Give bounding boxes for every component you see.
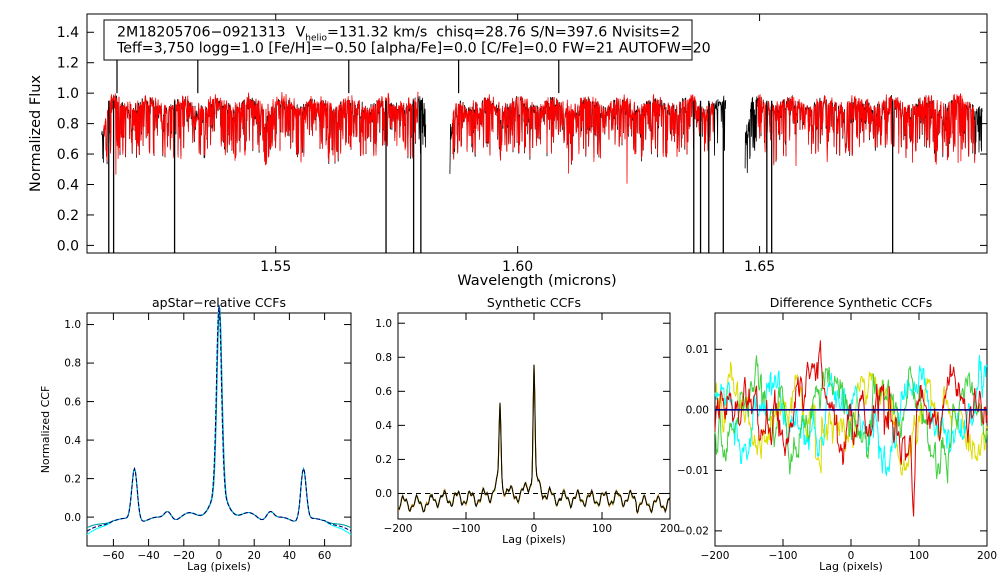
x-tick-label: 1.60 <box>502 259 533 275</box>
y-tick-label: 0.4 <box>375 420 392 432</box>
x-tick-label: −100 <box>452 523 481 535</box>
chart-title: apStar−relative CCFs <box>152 295 286 310</box>
plot-frame <box>397 312 671 520</box>
synthetic-ccf-line <box>397 364 671 514</box>
y-tick-label: 0.2 <box>375 454 392 466</box>
y-tick-label: 0.0 <box>57 238 79 254</box>
info-box: 2M18205706−0921313 Vhelio=131.32 km/s chis… <box>103 19 711 61</box>
ccf-series-line-visit-2 <box>86 305 352 532</box>
y-tick-label: 0.00 <box>686 405 709 417</box>
x-tick-label: 100 <box>909 550 929 562</box>
y-axis-label: Normalized Flux <box>28 75 44 192</box>
info-line-1: 2M18205706−0921313 Vhelio=131.32 km/s chis… <box>117 25 680 44</box>
x-axis-label: Lag (pixels) <box>187 560 251 573</box>
synthetic-ccf-panel: −200 −100 0 100 200 0.0 0.2 0.4 0.6 0.8 1.0 Synthet… <box>375 295 680 546</box>
x-tick-label: 200 <box>660 523 680 535</box>
difference-ccf-line-visit-d <box>714 340 988 517</box>
synthetic-spectrum-line <box>103 91 419 175</box>
chart-title: Synthetic CCFs <box>487 295 581 310</box>
star-id: 2M18205706−0921313 <box>117 25 286 41</box>
y-tick-label: 1.0 <box>64 319 81 331</box>
x-tick-label: 0 <box>848 550 855 562</box>
synthetic-spectrum-line <box>452 94 714 184</box>
x-tick-label: −20 <box>173 550 195 562</box>
x-tick-label: 0 <box>216 550 223 562</box>
x-tick-label: −200 <box>384 523 413 535</box>
plot-frame <box>86 312 352 547</box>
synthetic-spectrum-line <box>756 93 976 167</box>
y-tick-label: 1.0 <box>57 86 79 102</box>
x-tick-label: −200 <box>701 550 730 562</box>
x-tick-label: −100 <box>769 550 798 562</box>
x-tick-label: 40 <box>283 550 296 562</box>
ccf-series-line-combined <box>86 305 352 536</box>
x-tick-label: 20 <box>248 550 261 562</box>
apstar-ccf-panel: −60 −40 −20 0 20 40 60 0.0 0.2 0.4 0.6 0.8 1.0 apStar… <box>39 295 352 573</box>
y-tick-label: 1.4 <box>57 25 79 41</box>
x-axis-label: Wavelength (microns) <box>457 273 616 289</box>
y-tick-label: 0.8 <box>64 358 81 370</box>
difference-ccf-line-visit-c <box>714 355 988 484</box>
x-tick-label: 1.65 <box>744 259 775 275</box>
y-tick-label: −0.02 <box>677 526 709 538</box>
vhelio-label: V <box>296 25 306 41</box>
vhelio-value: =131.32 km/s <box>327 25 427 41</box>
vhelio-subscript: helio <box>305 34 327 44</box>
y-tick-label: 1.0 <box>375 318 392 330</box>
x-tick-label: 200 <box>977 550 997 562</box>
x-axis-label: Lag (pixels) <box>502 533 566 546</box>
y-tick-label: 0.6 <box>375 386 392 398</box>
y-tick-label: 0.2 <box>57 208 79 224</box>
y-tick-label: 0.2 <box>64 473 81 485</box>
spectrum-panel: 1.55 1.60 1.65 0.0 0.2 0.4 0.6 0.8 1.0 1.2 1.4 Wave… <box>28 13 988 289</box>
y-tick-label: 0.0 <box>64 512 81 524</box>
x-tick-label: 1.55 <box>260 259 291 275</box>
x-tick-label: 0 <box>531 523 538 535</box>
x-axis-label: Lag (pixels) <box>819 560 883 573</box>
x-tick-label: −60 <box>102 550 124 562</box>
x-tick-label: 100 <box>592 523 612 535</box>
x-tick-label: −40 <box>138 550 160 562</box>
y-tick-label: 0.6 <box>57 147 79 163</box>
stellar-params: Teff=3,750 logg=1.0 [Fe/H]=−0.50 [alpha/… <box>116 41 711 57</box>
y-tick-label: 0.4 <box>64 435 81 447</box>
y-axis-label: Normalized CCF <box>39 386 52 474</box>
plot-frame <box>86 13 988 254</box>
y-tick-label: 0.8 <box>375 352 392 364</box>
ccf-series-line-visit-1 <box>86 307 352 529</box>
y-tick-label: 0.01 <box>686 344 709 356</box>
y-tick-label: 1.2 <box>57 56 79 72</box>
fit-stats: chisq=28.76 S/N=397.6 Nvisits=2 <box>436 25 680 41</box>
chart-title: Difference Synthetic CCFs <box>770 295 933 310</box>
difference-ccf-panel: −200 −100 0 100 200 −0.02 −0.01 0.00 0.01 Differe… <box>677 295 997 573</box>
y-tick-label: 0.0 <box>375 488 392 500</box>
x-tick-label: 60 <box>318 550 331 562</box>
y-tick-label: 0.6 <box>64 396 81 408</box>
y-tick-label: 0.4 <box>57 177 79 193</box>
y-tick-label: 0.8 <box>57 117 79 133</box>
y-tick-label: −0.01 <box>677 465 709 477</box>
